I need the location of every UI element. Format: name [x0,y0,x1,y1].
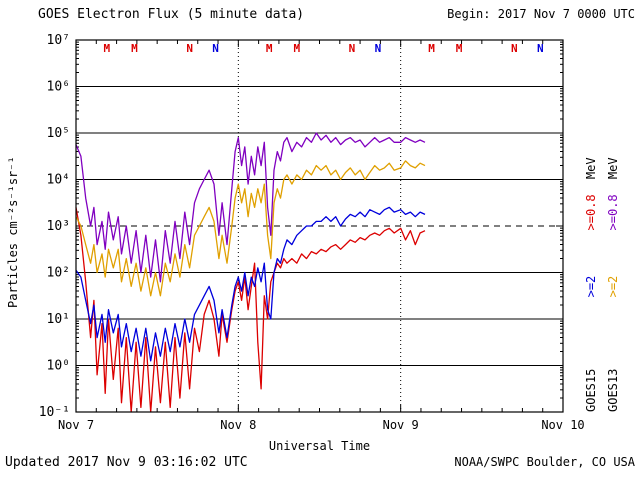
legend-goes13-ge0-8: >=0.8 [606,194,620,231]
y-tick-label: 10³ [47,219,70,234]
legend-goes15-satellite: GOES15 [584,368,598,412]
begin-timestamp: Begin: 2017 Nov 7 0000 UTC [447,7,635,21]
marker-letter: N [186,42,193,55]
plot-frame [75,39,564,413]
series-goes15-ge2mev [75,206,426,362]
y-tick-label: 10² [47,266,70,281]
y-tick-label: 10⁻¹ [39,405,70,420]
gridlines [76,86,563,366]
legend-goes13-mev: MeV [606,157,620,180]
y-axis-label: Particles cm⁻²s⁻¹sr⁻¹ [6,156,20,308]
series-goes15-ge0.8mev [75,207,426,413]
legend-goes15: GOES15 >=2 >=0.8 MeV [584,157,598,412]
page-title: GOES Electron Flux (5 minute data) [38,7,305,22]
legend-goes15-mev: MeV [584,157,598,180]
series-goes13-ge2mev [75,160,426,297]
source-attribution: NOAA/SWPC Boulder, CO USA [454,455,635,469]
y-tick-label: 10¹ [47,312,70,327]
y-tick-label: 10⁵ [47,126,70,141]
legend-goes13-ge2: >=2 [606,275,620,298]
marker-letter: N [375,42,382,55]
marker-letter: M [266,42,273,55]
marker-letter: N [349,42,356,55]
y-tick-labels: 10⁷ 10⁶ 10⁵ 10⁴ 10³ 10² 10¹ 10⁰ 10⁻¹ [39,33,70,420]
legend-goes15-ge0-8: >=0.8 [584,194,598,231]
marker-letter: N [511,42,518,55]
marker-letter: M [131,42,138,55]
x-tick-label: Nov 8 [220,418,256,432]
x-tick-labels: Nov 7 Nov 8 Nov 9 Nov 10 [58,418,585,432]
y-tick-label: 10⁰ [47,359,70,374]
marker-letter: M [456,42,463,55]
legend-goes15-ge2: >=2 [584,275,598,298]
marker-letter: M [104,42,111,55]
marker-letter: N [537,42,544,55]
y-tick-label: 10⁷ [47,33,70,48]
x-axis-label: Universal Time [268,439,371,453]
legend-goes13-satellite: GOES13 [606,368,620,412]
series-goes13-ge0.8mev [75,132,426,283]
y-tick-label: 10⁶ [47,80,70,95]
updated-timestamp: Updated 2017 Nov 9 03:16:02 UTC [5,455,248,470]
marker-letter: M [293,42,300,55]
x-tick-label: Nov 9 [383,418,419,432]
marker-letter: N [212,42,219,55]
y-tick-label: 10⁴ [47,173,70,188]
legend-goes13: GOES13 >=2 >=0.8 MeV [606,157,620,412]
x-tick-label: Nov 10 [541,418,584,432]
marker-letter: M [428,42,435,55]
x-tick-label: Nov 7 [58,418,94,432]
